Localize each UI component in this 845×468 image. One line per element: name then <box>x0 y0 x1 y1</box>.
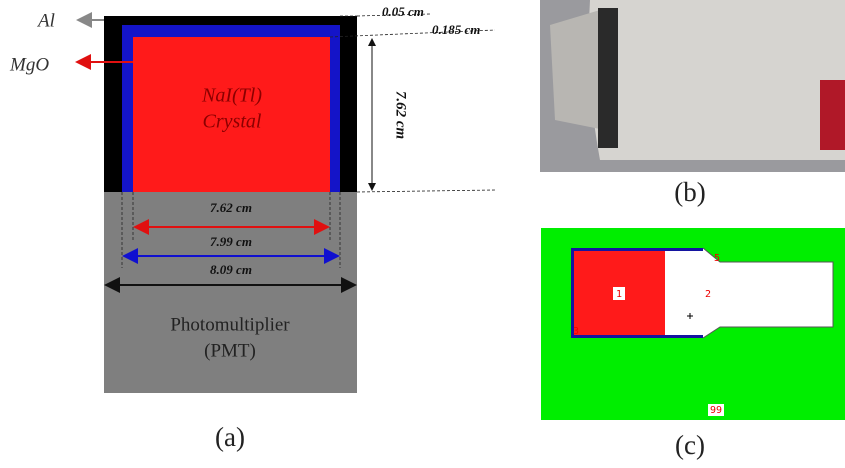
pmt <box>104 192 357 393</box>
detector-label <box>820 80 845 150</box>
dim-label: 7.99 cm <box>210 234 252 249</box>
detector-cap <box>550 10 605 130</box>
caption: (a) <box>215 422 245 452</box>
detector-ring <box>598 8 618 148</box>
detector-body <box>589 0 845 160</box>
mgo-label: MgO <box>9 54 49 75</box>
region-label: 3 <box>573 326 579 337</box>
figure: Al MgO NaI(Tl) Crystal 0.05 cm 0.185 cm … <box>0 0 845 468</box>
pmt-label: Photomultiplier <box>170 314 290 335</box>
region-label: 5 <box>714 253 720 264</box>
panel-c: 1 2 3 5 99 (c) <box>541 228 845 460</box>
panel-a: Al MgO NaI(Tl) Crystal 0.05 cm 0.185 cm … <box>9 4 495 452</box>
dim-label: 0.185 cm <box>432 22 480 37</box>
pmt-label: (PMT) <box>204 340 256 361</box>
region-label: 1 <box>616 289 622 300</box>
dim-label: 8.09 cm <box>210 262 252 277</box>
dim-label: 7.62 cm <box>393 91 409 139</box>
panel-b: (b) <box>540 0 845 207</box>
crystal-label: NaI(Tl) <box>201 85 262 107</box>
caption: (b) <box>674 177 705 207</box>
dim-label: 7.62 cm <box>210 200 252 215</box>
al-label: Al <box>36 10 55 31</box>
dim-label: 0.05 cm <box>382 4 424 19</box>
crystal-label: Crystal <box>203 111 262 133</box>
region-label: 2 <box>705 289 711 300</box>
caption: (c) <box>675 430 705 460</box>
region-label: 99 <box>710 405 722 416</box>
